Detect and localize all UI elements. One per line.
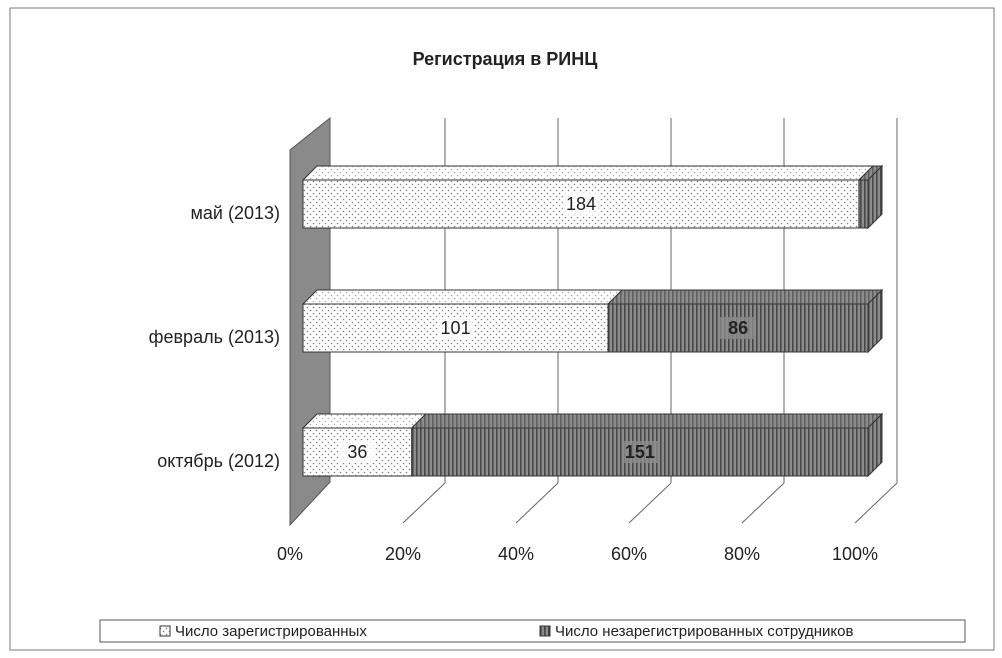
value-label: 184: [566, 194, 596, 214]
value-label: 151: [625, 442, 655, 462]
value-label: 86: [728, 318, 748, 338]
x-tick-label: 40%: [498, 544, 534, 564]
value-label: 36: [347, 442, 367, 462]
chart-title: Регистрация в РИНЦ: [413, 49, 599, 69]
legend-label: Число незарегистрированных сотрудников: [555, 623, 854, 640]
bar-face: [608, 290, 882, 304]
bar-face: [868, 290, 882, 352]
bar-face: [411, 414, 882, 428]
x-tick-label: 60%: [611, 544, 647, 564]
bar-face: [868, 166, 882, 228]
x-tick-label: 0%: [277, 544, 303, 564]
bar-face: [858, 180, 868, 228]
x-tick-label: 20%: [385, 544, 421, 564]
category-label: февраль (2013): [149, 327, 280, 347]
x-tick-label: 80%: [724, 544, 760, 564]
value-label-bg: [339, 441, 376, 463]
value-label: 101: [441, 318, 471, 338]
grid-line: [741, 482, 785, 524]
legend-label: Число зарегистрированных: [175, 623, 367, 640]
bar-face: [303, 166, 873, 180]
legend-swatch-pattern: [540, 626, 550, 636]
bar-face: [858, 166, 882, 180]
grid-line: [628, 482, 672, 524]
category-label: май (2013): [191, 203, 280, 223]
grid-line: [402, 482, 446, 524]
category-label: октябрь (2012): [157, 451, 280, 471]
value-label-bg: [562, 193, 599, 215]
bar-segment: [857, 164, 884, 230]
value-label-bg: [720, 317, 757, 339]
legend-swatch-pattern: [160, 626, 170, 636]
value-label-bg: [621, 441, 658, 463]
bar-face: [303, 290, 623, 304]
x-tick-label: 100%: [832, 544, 878, 564]
bar-face: [868, 414, 882, 476]
value-label-bg: [437, 317, 474, 339]
legend-box: [99, 619, 966, 643]
grid-line: [515, 482, 559, 524]
grid-line: [854, 482, 898, 524]
bar-face: [303, 414, 426, 428]
